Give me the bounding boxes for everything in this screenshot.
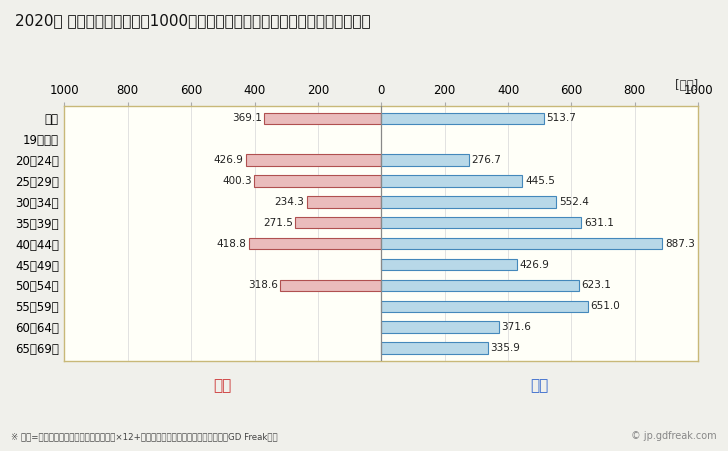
Text: 631.1: 631.1 [584, 218, 614, 228]
Bar [381, 280, 579, 291]
Bar [381, 342, 488, 354]
Text: [万円]: [万円] [675, 79, 698, 92]
Text: 女性: 女性 [214, 378, 232, 393]
Bar [381, 259, 517, 270]
Bar [381, 300, 587, 312]
Text: 445.5: 445.5 [525, 176, 555, 186]
Text: 513.7: 513.7 [547, 113, 577, 123]
Bar [381, 238, 662, 249]
Bar [381, 154, 469, 166]
Bar [246, 154, 381, 166]
Text: © jp.gdfreak.com: © jp.gdfreak.com [631, 431, 717, 441]
Text: 234.3: 234.3 [274, 197, 304, 207]
Text: 318.6: 318.6 [248, 281, 278, 290]
Bar [255, 175, 381, 187]
Text: 2020年 民間企業（従業者数1000人以上）フルタイム労働者の男女別平均年収: 2020年 民間企業（従業者数1000人以上）フルタイム労働者の男女別平均年収 [15, 14, 370, 28]
Text: 371.6: 371.6 [502, 322, 531, 332]
Text: ※ 年収=「きまって支給する現金給与額」×12+「年間賞与その他特別給与額」としてGD Freak推計: ※ 年収=「きまって支給する現金給与額」×12+「年間賞与その他特別給与額」とし… [11, 432, 277, 441]
Bar [381, 322, 499, 333]
Text: 271.5: 271.5 [263, 218, 293, 228]
Bar [381, 112, 544, 124]
Bar [280, 280, 381, 291]
Text: 426.9: 426.9 [213, 155, 243, 165]
Bar [381, 175, 523, 187]
Bar [381, 196, 556, 207]
Text: 418.8: 418.8 [216, 239, 246, 249]
Text: 623.1: 623.1 [581, 281, 612, 290]
Text: 369.1: 369.1 [232, 113, 262, 123]
Text: 426.9: 426.9 [519, 259, 549, 270]
Text: 400.3: 400.3 [222, 176, 252, 186]
Bar [264, 112, 381, 124]
Bar [307, 196, 381, 207]
Bar [381, 217, 581, 229]
Text: 276.7: 276.7 [472, 155, 502, 165]
Text: 552.4: 552.4 [559, 197, 589, 207]
Bar [248, 238, 381, 249]
Text: 335.9: 335.9 [490, 343, 521, 353]
Bar [296, 217, 381, 229]
Text: 887.3: 887.3 [665, 239, 695, 249]
Text: 651.0: 651.0 [590, 301, 620, 311]
Text: 男性: 男性 [531, 378, 549, 393]
